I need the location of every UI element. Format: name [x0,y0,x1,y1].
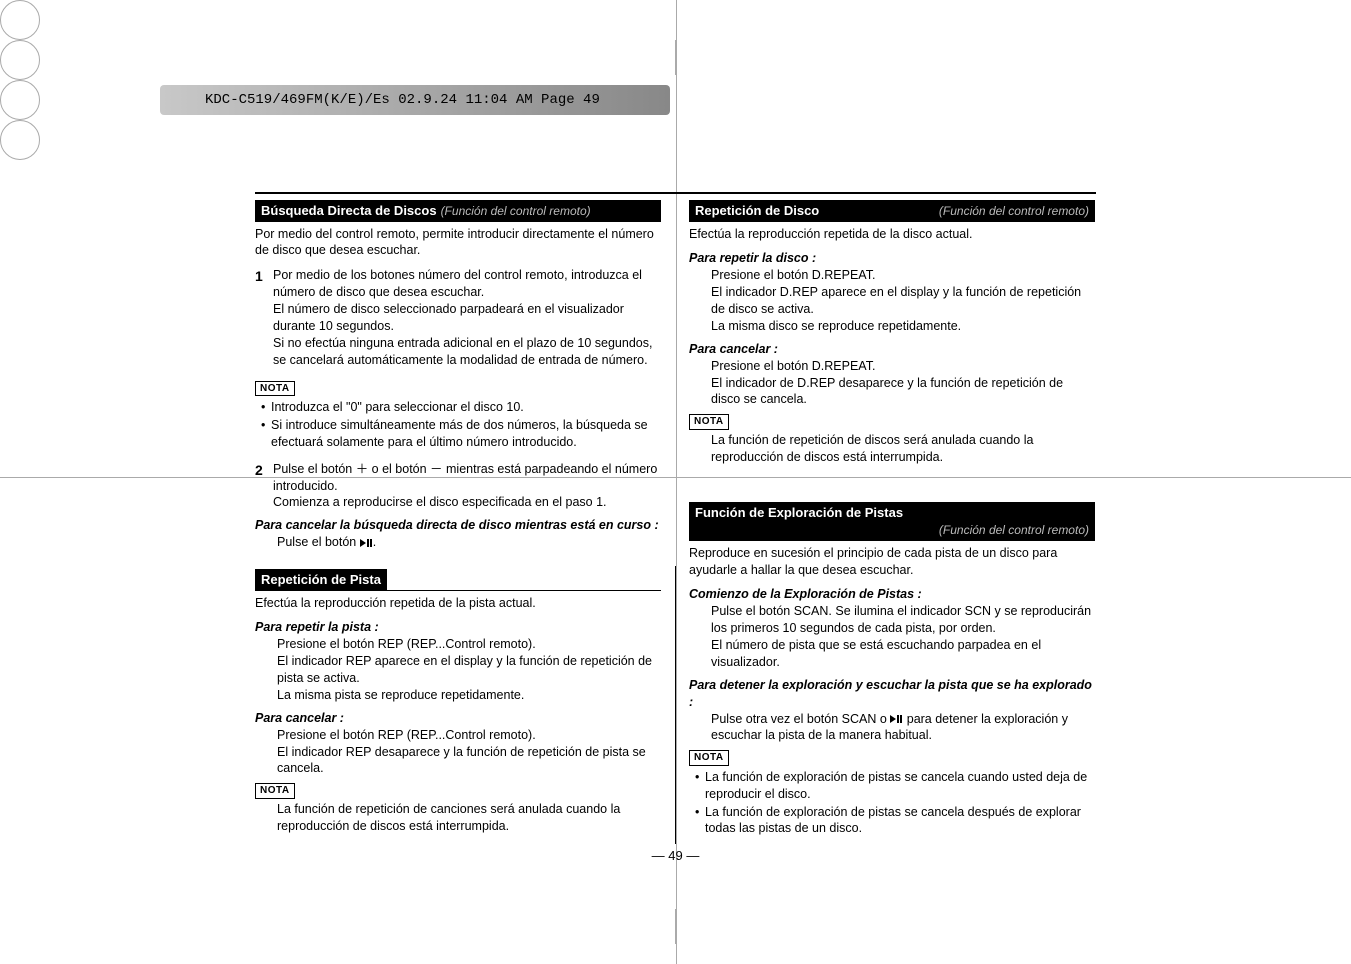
body-text: El indicador de D.REP desaparece y la fu… [711,375,1095,409]
nota-text: La función de repetición de canciones se… [277,801,661,835]
sub-heading: Para cancelar : [255,710,661,727]
sub-heading: Para cancelar : [689,341,1095,358]
cancel-heading: Para cancelar la búsqueda directa de dis… [255,517,661,534]
step-number: 1 [255,267,273,368]
page-top-rule [255,192,1096,194]
body-text: El número de pista que se está escuchand… [711,637,1095,671]
print-header: KDC-C519/469FM(K/E)/Es 02.9.24 11:04 AM … [160,85,670,115]
step-text: Pulse el botón ＋ o el botón － mientras e… [273,461,661,495]
body-text: El indicador REP desaparece y la función… [277,744,661,778]
column-divider [675,566,676,844]
section-title: Función de Exploración de Pistas [695,504,1089,522]
sub-heading: Comienzo de la Exploración de Pistas : [689,586,1095,603]
bullet-dot: • [261,417,271,451]
section-subtitle: (Función del control remoto) [939,203,1089,219]
step-text: Por medio de los botones número del cont… [273,267,661,301]
cancel-text-pre: Pulse el botón [277,535,360,549]
crop-line-bottom [675,909,676,944]
section-heading-rep-pista: Repetición de Pista [255,569,387,591]
step-1: 1 Por medio de los botones número del co… [255,267,661,368]
step-text: Si no efectúa ninguna entrada adicional … [273,335,661,369]
crop-mark-top [0,0,40,40]
bullet-dot: • [261,399,271,416]
cancel-text: Pulse el botón . [277,534,661,551]
page-number: — 49 — [0,848,1351,863]
nota-box: NOTA [689,750,729,766]
nota-item: Introduzca el "0" para seleccionar el di… [271,399,524,416]
bullet-dot: • [695,804,705,838]
step-text: Comienza a reproducirse el disco especif… [273,494,661,511]
nota-box: NOTA [689,414,729,430]
body-text: Presione el botón REP (REP...Control rem… [277,636,661,653]
nota-item: La función de exploración de pistas se c… [705,804,1095,838]
sub-heading: Para detener la exploración y escuchar l… [689,677,1095,711]
intro-text: Efectúa la reproducción repetida de la d… [689,226,1095,243]
intro-text: Reproduce en sucesión el principio de ca… [689,545,1095,579]
body-text: Pulse otra vez el botón SCAN o para dete… [711,711,1095,745]
section-title: Búsqueda Directa de Discos [261,202,437,220]
intro-text: Efectúa la reproducción repetida de la p… [255,595,661,612]
nota-item: Si introduce simultáneamente más de dos … [271,417,661,451]
left-column: Búsqueda Directa de Discos (Función del … [255,200,661,838]
bullet-dot: • [695,769,705,803]
step-body: Pulse el botón ＋ o el botón － mientras e… [273,461,661,512]
section-subtitle: (Función del control remoto) [441,203,591,219]
crop-mark-left [0,40,40,80]
section-title: Repetición de Disco [695,202,819,220]
crop-mark-right [0,80,40,120]
body-text: Presione el botón D.REPEAT. [711,358,1095,375]
body-text: Presione el botón REP (REP...Control rem… [277,727,661,744]
step-body: Por medio de los botones número del cont… [273,267,661,368]
body-text: El indicador D.REP aparece en el display… [711,284,1095,318]
step-2: 2 Pulse el botón ＋ o el botón － mientras… [255,461,661,512]
right-column: Repetición de Disco (Función del control… [689,200,1095,838]
nota-box: NOTA [255,381,295,397]
section-heading-rep-disco: Repetición de Disco (Función del control… [689,200,1095,222]
body-text: El indicador REP aparece en el display y… [277,653,661,687]
play-icon [360,535,367,549]
section-subtitle: (Función del control remoto) [939,523,1089,537]
intro-text: Por medio del control remoto, permite in… [255,226,661,260]
body-text: Presione el botón D.REPEAT. [711,267,1095,284]
section-heading-scan: Función de Exploración de Pistas (Funció… [689,502,1095,541]
pause-icon [367,535,373,549]
nota-text: La función de repetición de discos será … [711,432,1095,466]
nota-list: •La función de exploración de pistas se … [695,769,1095,838]
crop-mark-bottom [0,120,40,160]
scan-text-pre: Pulse otra vez el botón SCAN o [711,712,890,726]
step-number: 2 [255,461,273,512]
body-text: La misma disco se reproduce repetidament… [711,318,1095,335]
sub-heading: Para repetir la pista : [255,619,661,636]
sub-heading: Para repetir la disco : [689,250,1095,267]
nota-list: •Introduzca el "0" para seleccionar el d… [261,399,661,451]
nota-box: NOTA [255,783,295,799]
nota-item: La función de exploración de pistas se c… [705,769,1095,803]
body-text: La misma pista se reproduce repetidament… [277,687,661,704]
section-heading-busqueda: Búsqueda Directa de Discos (Función del … [255,200,661,222]
step-text: El número de disco seleccionado parpadea… [273,301,661,335]
body-text: Pulse el botón SCAN. Se ilumina el indic… [711,603,1095,637]
